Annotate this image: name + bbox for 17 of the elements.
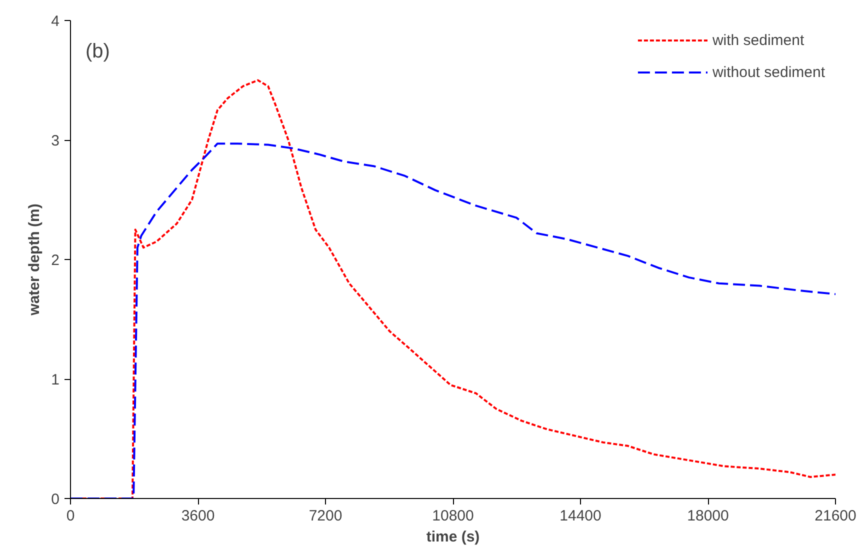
x-tick-label: 10800 [432,508,474,524]
x-tick-label: 18000 [687,508,729,524]
legend-label: with sediment [712,32,804,48]
y-tick-label: 1 [51,372,60,388]
y-tick-label: 3 [51,132,60,150]
x-axis-title: time (s) [426,528,480,546]
x-tick-label: 14400 [560,508,602,524]
y-tick-label: 4 [51,13,60,30]
y-axis-title: water depth (m) [26,204,44,316]
x-tick-label: 21600 [814,508,856,524]
x-tick-label: 3600 [181,508,215,524]
annotation: (b) [86,40,110,62]
y-tick-label: 2 [51,252,60,269]
x-tick-label: 7200 [308,508,342,524]
x-tick-label: 0 [66,508,75,524]
y-tick-label: 0 [51,491,60,508]
legend-label: without sediment [712,64,825,80]
